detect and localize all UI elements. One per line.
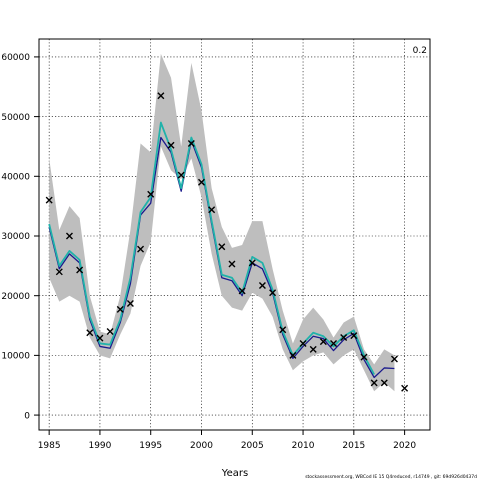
observation-point: [106, 328, 114, 335]
y-tick-label: 0: [24, 411, 30, 421]
confidence-band: [49, 53, 395, 392]
observation-point: [289, 351, 297, 359]
estimate-line: [48, 121, 375, 375]
estimate-line-layer: [48, 121, 395, 379]
observation-point: [360, 353, 368, 361]
observation-point: [279, 326, 287, 334]
observation-point: [390, 355, 398, 363]
observation-point: [238, 287, 246, 295]
observation-point: [380, 379, 388, 387]
observation-point: [187, 139, 195, 147]
observation-point: [96, 334, 104, 342]
observation-point: [330, 339, 338, 347]
observation-point: [45, 196, 53, 204]
observation-point: [350, 332, 358, 340]
observation-point: [147, 190, 155, 198]
estimate-line: [48, 136, 395, 379]
y-tick-label: 40000: [1, 172, 30, 182]
x-axis-title: Years: [221, 468, 248, 479]
x-tick-label: 2020: [393, 441, 416, 451]
observation-point: [370, 379, 378, 387]
y-tick-label: 60000: [1, 53, 30, 63]
observation-points-layer: [45, 92, 409, 392]
x-axis: 1985 1990 1995 2000 2005 2010 2015 2020: [38, 430, 416, 451]
observation-point: [258, 282, 266, 290]
observation-point: [208, 206, 216, 214]
observation-point: [269, 289, 277, 297]
observation-point: [167, 141, 175, 149]
observation-point: [116, 305, 124, 313]
observation-point: [228, 260, 236, 268]
x-tick-label: 2000: [190, 441, 213, 451]
y-tick-label: 20000: [1, 292, 30, 302]
observation-point: [401, 384, 409, 392]
x-tick-label: 1985: [38, 441, 61, 451]
observation-point: [309, 345, 317, 353]
observation-point: [55, 268, 63, 276]
x-tick-label: 2005: [241, 441, 264, 451]
y-tick-label: 10000: [1, 352, 30, 362]
observation-point: [177, 171, 185, 179]
y-tick-label: 50000: [1, 113, 30, 123]
observation-point: [126, 299, 134, 307]
observation-point: [65, 232, 73, 240]
observation-point: [157, 92, 165, 100]
observation-point: [76, 266, 84, 274]
x-tick-label: 1990: [88, 441, 111, 451]
x-tick-label: 1995: [139, 441, 162, 451]
confidence-band-layer: [49, 53, 395, 392]
observation-point: [299, 339, 307, 347]
observation-point: [197, 178, 205, 186]
observation-point: [218, 243, 226, 251]
corner-label: 0.2: [413, 46, 427, 56]
observation-point: [137, 245, 145, 253]
x-tick-label: 2015: [342, 441, 365, 451]
footer-credit: stockassessment.org, WBCod IE 15 Q4reduc…: [305, 474, 477, 480]
observation-point: [248, 259, 256, 267]
y-tick-label: 30000: [1, 232, 30, 242]
observation-point: [340, 333, 348, 341]
y-axis: 0 10000 20000 30000 40000 50000 60000: [1, 53, 39, 421]
x-tick-label: 2010: [292, 441, 315, 451]
observation-point: [319, 338, 327, 346]
plot-frame: [38, 38, 431, 431]
observation-point: [86, 329, 94, 337]
